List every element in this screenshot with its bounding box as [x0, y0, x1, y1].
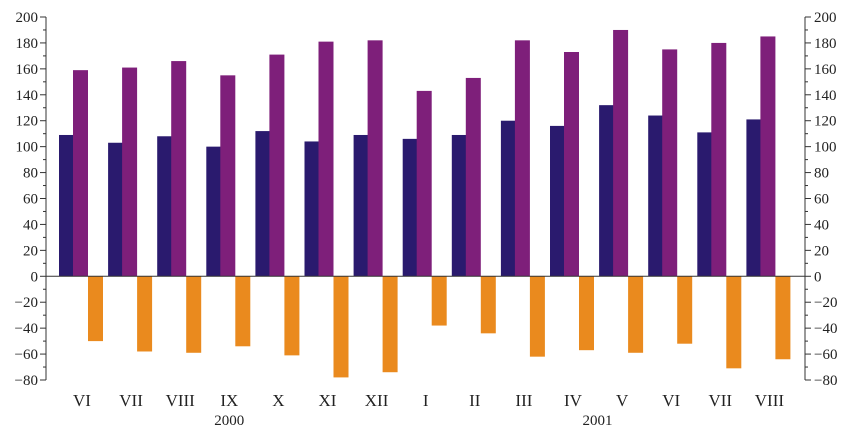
- bar-series-3: [284, 276, 300, 356]
- category-label: VI: [73, 391, 91, 410]
- bar-series-2: [73, 70, 88, 277]
- bar-series-3: [382, 276, 398, 373]
- plot-area: −80 −80 −60 −60 −40 −40 −20 −20 0 0 20 20 40 40 60 60 80…: [15, 10, 838, 429]
- bar-series-2: [318, 41, 334, 277]
- bar-series-1: [304, 141, 320, 277]
- category-label: V: [616, 391, 629, 410]
- bar-series-3: [235, 276, 251, 347]
- y-tick-label-left: 60: [23, 192, 38, 208]
- bar-series-2: [564, 52, 579, 277]
- bar-series-2: [613, 29, 629, 277]
- y-tick-label-right: 40: [814, 217, 829, 233]
- bar-series-2: [514, 40, 530, 277]
- bar-series-1: [59, 134, 74, 277]
- bar-series-1: [451, 134, 467, 277]
- bar-series-1: [206, 146, 222, 277]
- y-tick-label-right: −60: [814, 347, 837, 363]
- y-tick-label-left: 160: [16, 62, 39, 78]
- bar-series-3: [480, 276, 496, 334]
- bar-series-1: [500, 120, 516, 277]
- bar-series-1: [550, 125, 565, 277]
- bar-series-2: [171, 61, 187, 277]
- bar-series-3: [775, 276, 791, 360]
- y-tick-label-right: 140: [814, 88, 837, 104]
- category-label: III: [515, 391, 532, 410]
- bar-series-3: [529, 276, 545, 357]
- category-label: II: [469, 391, 481, 410]
- bar-series-3: [726, 276, 742, 369]
- y-tick-label-left: 100: [16, 140, 39, 156]
- category-label: X: [272, 391, 284, 410]
- y-tick-label-right: −80: [814, 373, 837, 389]
- bar-series-1: [697, 132, 713, 277]
- bar-series-1: [108, 142, 124, 277]
- bar-series-3: [431, 276, 447, 326]
- y-tick-label-right: 120: [814, 114, 837, 130]
- bar-series-2: [220, 75, 236, 277]
- y-tick-label-right: 80: [814, 166, 829, 182]
- bar-series-1: [255, 131, 271, 277]
- bar-series-2: [662, 49, 678, 277]
- year-label: 2001: [583, 413, 613, 429]
- y-tick-label-left: 40: [23, 217, 38, 233]
- bar-series-1: [746, 119, 762, 277]
- y-tick-label-right: 0: [814, 269, 822, 285]
- bar-series-1: [648, 115, 664, 277]
- bar-series-2: [465, 77, 481, 277]
- y-tick-label-left: 0: [31, 269, 39, 285]
- y-tick-label-left: 180: [16, 36, 39, 52]
- category-label: VII: [119, 391, 143, 410]
- bar-series-2: [711, 42, 727, 277]
- y-tick-label-right: 180: [814, 36, 837, 52]
- y-tick-label-left: −60: [15, 347, 38, 363]
- bar-series-1: [157, 136, 173, 277]
- y-tick-label-right: 160: [814, 62, 837, 78]
- category-label: XII: [365, 391, 389, 410]
- bar-series-2: [269, 54, 285, 277]
- bar-series-3: [88, 276, 103, 342]
- bar-series-2: [122, 67, 138, 277]
- bar-series-3: [677, 276, 693, 344]
- category-label: VIII: [166, 391, 196, 410]
- bar-series-3: [186, 276, 202, 353]
- y-tick-label-right: −40: [814, 321, 837, 337]
- category-label: XI: [319, 391, 337, 410]
- y-tick-label-right: 100: [814, 140, 837, 156]
- y-tick-label-left: 20: [23, 243, 38, 259]
- y-tick-label-left: 80: [23, 166, 38, 182]
- y-tick-label-left: 120: [16, 114, 39, 130]
- y-tick-label-right: 200: [814, 10, 837, 26]
- y-tick-label-right: −20: [814, 295, 837, 311]
- y-tick-label-left: −40: [15, 321, 38, 337]
- y-tick-label-left: −20: [15, 295, 38, 311]
- category-label: I: [423, 391, 429, 410]
- category-label: IX: [220, 391, 238, 410]
- bar-series-3: [333, 276, 349, 378]
- bar-series-3: [137, 276, 153, 352]
- y-tick-label-left: 140: [16, 88, 39, 104]
- category-label: VII: [708, 391, 732, 410]
- y-tick-label-right: 60: [814, 192, 829, 208]
- bar-series-2: [367, 40, 383, 277]
- y-tick-label-right: 20: [814, 243, 829, 259]
- bar-series-3: [628, 276, 644, 353]
- y-tick-label-left: −80: [15, 373, 38, 389]
- bar-series-2: [760, 36, 776, 277]
- y-tick-label-left: 200: [16, 10, 39, 26]
- category-label: IV: [564, 391, 583, 410]
- bar-series-1: [599, 105, 615, 277]
- bar-series-1: [353, 134, 369, 277]
- bar-series-2: [416, 90, 432, 277]
- category-label: VIII: [755, 391, 785, 410]
- category-label: VI: [662, 391, 680, 410]
- bar-series-3: [579, 276, 594, 351]
- year-label: 2000: [214, 413, 244, 429]
- bar-series-1: [402, 138, 418, 277]
